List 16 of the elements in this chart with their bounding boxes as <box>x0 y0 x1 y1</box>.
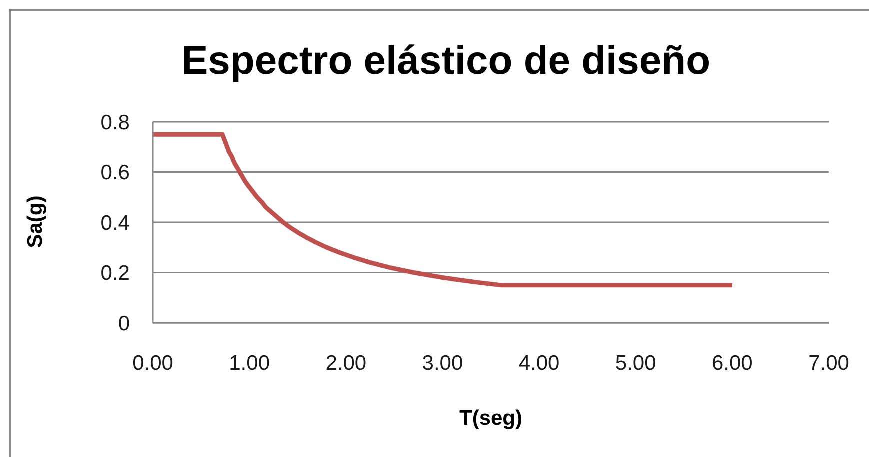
x-tick-label: 0.00 <box>132 352 174 375</box>
x-axis-title: T(seg) <box>458 407 524 431</box>
y-tick-label: 0 <box>118 312 130 336</box>
y-tick-label: 0.4 <box>100 212 130 235</box>
x-tick-label: 6.00 <box>712 352 753 375</box>
x-tick-label: 4.00 <box>518 352 560 375</box>
x-tick-label: 1.00 <box>229 352 270 375</box>
x-tick-label: 3.00 <box>422 352 464 375</box>
chart-title: Espectro elástico de diseño <box>180 39 712 83</box>
y-tick-label: 0.6 <box>100 162 130 185</box>
x-tick-label: 2.00 <box>326 352 367 375</box>
y-tick-label: 0.8 <box>100 111 130 134</box>
y-axis-title: Sa(g) <box>24 196 47 248</box>
x-tick-label: 5.00 <box>615 352 656 375</box>
x-tick-label: 7.00 <box>808 352 850 375</box>
y-tick-label: 0.2 <box>100 262 130 286</box>
